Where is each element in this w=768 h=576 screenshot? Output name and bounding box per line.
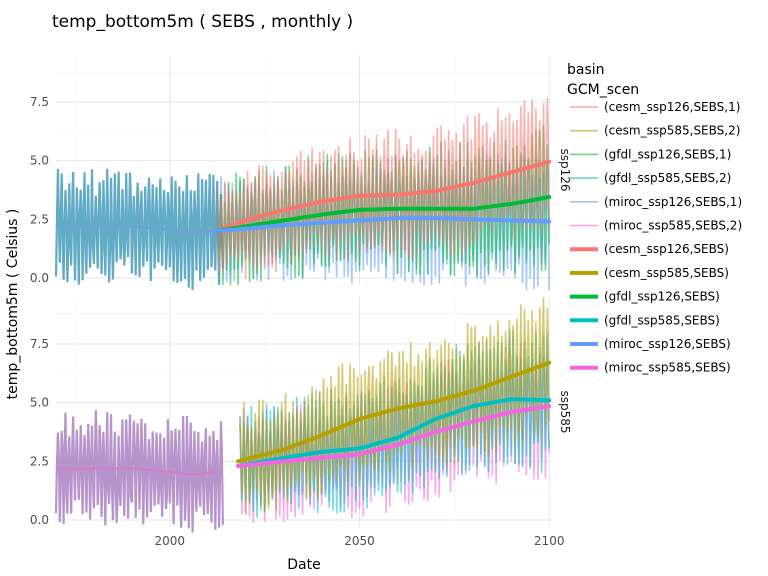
y-tick-label: 7.5	[30, 95, 49, 109]
legend-label: (gfdl_ssp126,SEBS)	[604, 290, 720, 304]
panel-ssp585	[54, 297, 553, 533]
monthly-trace-historical	[54, 168, 224, 291]
legend-entries: (cesm_ssp126,SEBS,1) (cesm_ssp585,SEBS,2)…	[570, 100, 742, 375]
legend-label: (cesm_ssp585,SEBS)	[604, 266, 729, 280]
legend-label: (gfdl_ssp126,SEBS,1)	[604, 147, 731, 161]
legend-title-gcm-scen: GCM_scen	[567, 82, 639, 98]
smooth-line	[236, 404, 552, 468]
y-tick-label: 2.5	[30, 212, 49, 226]
legend-label: (gfdl_ssp585,SEBS,2)	[604, 171, 731, 185]
x-axis-label: Date	[287, 557, 320, 573]
y-axis-label: temp_bottom5m ( Celsius )	[5, 209, 21, 400]
smooth-line	[236, 397, 552, 468]
monthly-trace-historical	[54, 409, 224, 533]
legend-label: (cesm_ssp585,SEBS,2)	[604, 124, 740, 138]
y-tick-label: 0.0	[30, 271, 49, 285]
y-tick-label: 0.0	[30, 513, 49, 527]
facet-strip-label-ssp585: ssp585	[558, 390, 572, 433]
y-tick-labels: 0.0 2.5 5.0 7.5 0.0 2.5 5.0 7.5	[30, 95, 49, 527]
x-tick-label: 2100	[534, 534, 565, 548]
monthly-trace	[216, 97, 550, 280]
smooth-line	[213, 216, 552, 233]
smooth-line	[236, 360, 552, 464]
smooth-line-historical	[55, 225, 216, 234]
y-tick-label: 5.0	[30, 154, 49, 168]
smooth-line	[213, 159, 552, 233]
y-tick-label: 5.0	[30, 396, 49, 410]
x-tick-labels: 2000 2050 2100	[155, 534, 565, 548]
legend-label: (miroc_ssp585,SEBS,2)	[604, 219, 742, 233]
panel-ssp126	[54, 55, 553, 291]
x-tick-label: 2000	[155, 534, 186, 548]
legend-label: (miroc_ssp126,SEBS)	[604, 337, 731, 351]
facet-strip-label-ssp126: ssp126	[558, 148, 572, 191]
legend-label: (gfdl_ssp585,SEBS)	[604, 313, 720, 327]
x-tick-label: 2050	[344, 534, 375, 548]
legend-label: (miroc_ssp126,SEBS,1)	[604, 195, 742, 209]
smooth-line-historical	[55, 467, 216, 476]
y-tick-label: 7.5	[30, 337, 49, 351]
legend-title-basin: basin	[567, 62, 605, 78]
legend-label: (cesm_ssp126,SEBS,1)	[604, 100, 740, 114]
y-tick-label: 2.5	[30, 454, 49, 468]
legend-label: (miroc_ssp585,SEBS)	[604, 361, 731, 375]
monthly-trace	[239, 297, 550, 515]
legend-label: (cesm_ssp126,SEBS)	[604, 242, 729, 256]
smooth-line	[213, 195, 552, 233]
chart-title: temp_bottom5m ( SEBS , monthly )	[52, 12, 353, 32]
legend: basin GCM_scen (cesm_ssp126,SEBS,1)(cesm…	[567, 62, 742, 375]
